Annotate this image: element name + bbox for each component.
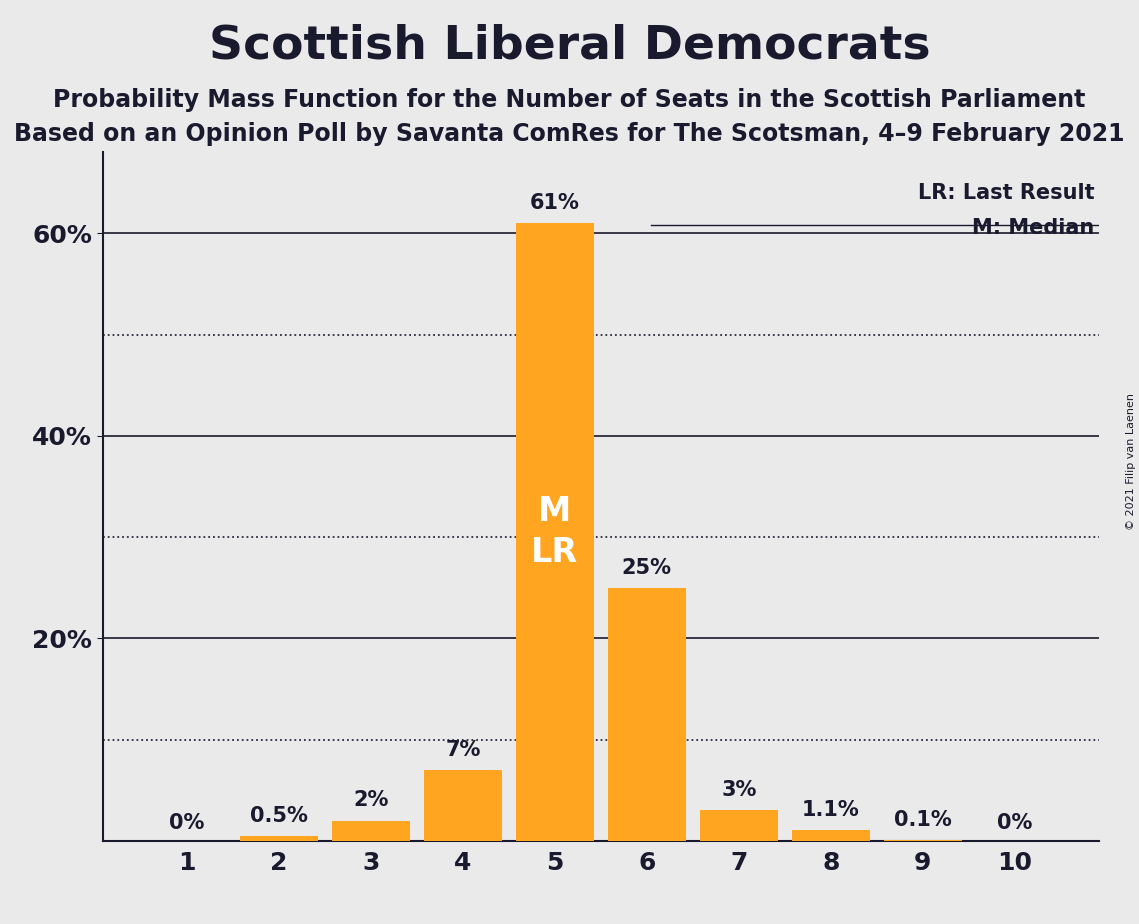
Text: © 2021 Filip van Laenen: © 2021 Filip van Laenen bbox=[1126, 394, 1136, 530]
Text: M: Median: M: Median bbox=[972, 218, 1095, 237]
Bar bbox=[331, 821, 410, 841]
Bar bbox=[699, 810, 778, 841]
Text: 0%: 0% bbox=[170, 813, 205, 833]
Text: Based on an Opinion Poll by Savanta ComRes for The Scotsman, 4–9 February 2021: Based on an Opinion Poll by Savanta ComR… bbox=[15, 122, 1124, 146]
Text: 61%: 61% bbox=[530, 193, 580, 213]
Text: 25%: 25% bbox=[622, 558, 672, 578]
Bar bbox=[884, 840, 961, 841]
Bar bbox=[608, 588, 686, 841]
Text: 0.5%: 0.5% bbox=[249, 806, 308, 826]
Bar bbox=[240, 836, 318, 841]
Text: 7%: 7% bbox=[445, 740, 481, 760]
Text: 0.1%: 0.1% bbox=[894, 809, 952, 830]
Bar bbox=[792, 830, 870, 841]
Text: Probability Mass Function for the Number of Seats in the Scottish Parliament: Probability Mass Function for the Number… bbox=[54, 88, 1085, 112]
Text: M
LR: M LR bbox=[531, 495, 579, 569]
Text: 1.1%: 1.1% bbox=[802, 799, 860, 820]
Text: 2%: 2% bbox=[353, 790, 388, 810]
Text: Scottish Liberal Democrats: Scottish Liberal Democrats bbox=[208, 23, 931, 68]
Bar bbox=[424, 770, 502, 841]
Text: 3%: 3% bbox=[721, 781, 756, 800]
Text: LR: Last Result: LR: Last Result bbox=[918, 184, 1095, 203]
Bar bbox=[516, 224, 593, 841]
Text: 0%: 0% bbox=[997, 813, 1032, 833]
